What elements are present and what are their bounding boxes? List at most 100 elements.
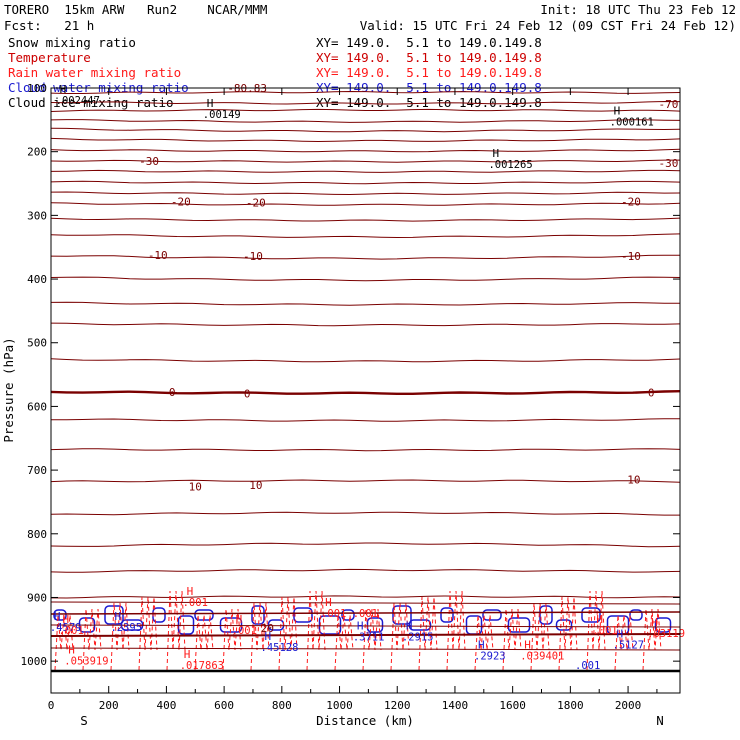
x-tick-label: 1800 (557, 699, 584, 712)
max-marker: H (357, 619, 364, 632)
boundary-layer-isotherm (50, 647, 681, 651)
isotherm (50, 233, 681, 239)
x-tick-label: 200 (99, 699, 119, 712)
legend-xy-rain: XY= 149.0. 5.1 to 149.0.149.8 (316, 65, 542, 80)
isotherm (50, 322, 681, 327)
isotherm (50, 511, 680, 516)
rain-contour (306, 590, 326, 671)
max-value-label: .001 (183, 597, 208, 609)
max-marker: H (651, 616, 658, 629)
isotherm (50, 137, 681, 143)
boundary-layer-isotherm (50, 624, 681, 628)
legend-xy-cloud-ice: XY= 149.0. 5.1 to 149.0.149.8 (316, 95, 542, 110)
plot-frame (50, 87, 681, 694)
boundary-layer-isotherm (50, 611, 681, 615)
rain-contour (166, 590, 186, 671)
cloud-water-contour (366, 617, 384, 633)
max-marker: H (236, 613, 243, 626)
isotherm-label: -10 (148, 249, 168, 262)
max-marker: H (265, 630, 272, 643)
isotherm (50, 254, 681, 260)
max-value-label: .039401 (520, 650, 564, 662)
legend-label-temperature: Temperature (8, 50, 91, 65)
max-value-label: .3711 (353, 631, 385, 643)
y-tick-label: 700 (27, 464, 47, 477)
max-value-label: .2915 (402, 631, 434, 643)
cloud-water-contour (629, 609, 643, 621)
cloud-water-contour (53, 609, 67, 621)
isotherm (50, 169, 681, 173)
max-value-label: .2923 (474, 650, 506, 662)
rain-contour (362, 608, 382, 671)
x-tick-label: 1200 (384, 699, 411, 712)
isotherm (50, 568, 681, 573)
isotherm-label: 10 (627, 474, 640, 487)
y-tick-label: 900 (27, 591, 47, 604)
isotherm-label: 0 (648, 386, 655, 399)
boundary-layer-isotherm (50, 633, 681, 637)
max-marker: H (406, 619, 413, 632)
rain-contour (530, 602, 550, 671)
x-tick-label: 800 (272, 699, 292, 712)
x-axis-label: Distance (km) (316, 713, 414, 728)
rain-contour (110, 602, 130, 671)
isotherm (50, 191, 681, 196)
isotherm (50, 217, 681, 222)
y-tick-label: 800 (27, 528, 47, 541)
max-value-label: .001 (59, 625, 84, 637)
max-marker: H (325, 596, 332, 609)
isotherm (50, 479, 681, 483)
max-value-label: .03119 (647, 628, 685, 640)
max-marker: H (187, 585, 194, 598)
cloud-water-contour (293, 607, 313, 623)
y-axis-label: Pressure (hPa) (1, 337, 16, 442)
legend-label-snow: Snow mixing ratio (8, 35, 136, 50)
max-marker: H (617, 628, 624, 641)
max-marker: H (478, 638, 485, 651)
cloud-water-contour (440, 607, 454, 623)
isotherm (50, 595, 681, 599)
isotherm (50, 390, 681, 395)
valid-time: Valid: 15 UTC Fri 24 Feb 12 (09 CST Fri … (359, 18, 736, 33)
isotherm (50, 119, 681, 123)
legend-xy-snow: XY= 149.0. 5.1 to 149.0.149.8 (316, 35, 542, 50)
max-value-label: .017863 (180, 660, 224, 672)
isotherm (50, 100, 681, 105)
isotherm-label: -10 (621, 250, 641, 263)
axes-layer: 0 200 400 600 800 1000 1200 1400 1600 1800 2000200… (21, 82, 680, 712)
y-tick-label: 600 (27, 400, 47, 413)
rain-contour (334, 614, 354, 671)
rain-contour (586, 590, 606, 671)
cloud-water-contour (408, 619, 432, 631)
y-tick-label: 300 (27, 209, 47, 222)
south-end-label: S (80, 713, 88, 728)
isotherm (50, 127, 681, 133)
isotherm-label: -20 (246, 197, 266, 210)
max-value-label: .001 (232, 625, 257, 637)
rain-contour (558, 596, 578, 671)
y-tick-label-100: 100 (27, 82, 47, 95)
rain-contour (446, 590, 466, 671)
max-value-label: .002447 (56, 95, 100, 107)
model-title: TORERO 15km ARW Run2 NCAR/MMM (4, 2, 268, 17)
isotherm-label: 0 (169, 386, 176, 399)
legend-label-rain: Rain water mixing ratio (8, 65, 182, 80)
max-value-label: .5127 (613, 640, 645, 652)
forecast-hour: Fcst: 21 h (4, 18, 95, 33)
north-end-label: N (656, 713, 664, 728)
max-marker: H (114, 610, 121, 623)
max-marker: H (68, 644, 75, 657)
max-value-label: .001 (575, 660, 600, 672)
max-value-label: .00149 (203, 109, 241, 121)
max-marker: H (596, 613, 603, 626)
isotherm-label: -20 (171, 195, 191, 208)
max-marker: H (614, 105, 621, 118)
cloud-contour-layer (50, 590, 681, 671)
cloud-water-contour (251, 605, 265, 625)
isotherm-label: -20 (621, 195, 641, 208)
isotherm-label: -70 (659, 98, 679, 111)
isotherm (50, 448, 681, 452)
rain-contour (138, 596, 158, 671)
max-value-label: .001 .001 (321, 608, 378, 620)
